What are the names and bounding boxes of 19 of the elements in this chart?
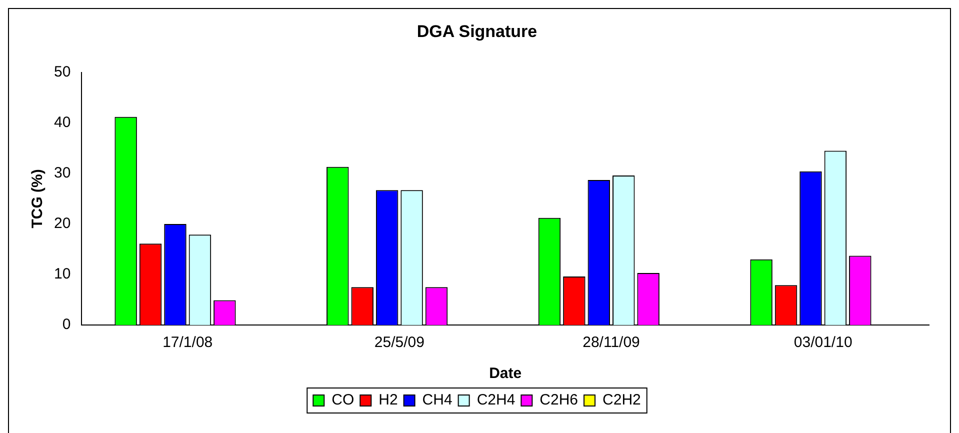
x-tick-label: 03/01/10 bbox=[794, 334, 852, 352]
legend-label: C2H2 bbox=[602, 392, 641, 409]
y-tick-label: 10 bbox=[54, 266, 71, 283]
chart-title: DGA Signature bbox=[416, 22, 538, 41]
y-axis-title: TCG (%) bbox=[29, 169, 46, 228]
y-tick-label: 0 bbox=[62, 316, 71, 334]
x-tick-label: 28/11/09 bbox=[582, 334, 640, 352]
legend-label: CH4 bbox=[422, 392, 452, 409]
legend-label: H2 bbox=[378, 392, 398, 409]
x-tick-label: 17/1/08 bbox=[162, 334, 213, 352]
y-tick-label: 50 bbox=[54, 64, 71, 81]
legend-label: C2H4 bbox=[476, 392, 516, 409]
x-tick-label: 25/5/09 bbox=[374, 334, 424, 352]
legend-label: CO bbox=[332, 392, 354, 409]
y-tick-label: 40 bbox=[54, 114, 71, 132]
y-tick-label: 20 bbox=[54, 215, 71, 232]
legend-label: C2H6 bbox=[540, 392, 578, 409]
y-tick-label: 30 bbox=[54, 164, 71, 182]
x-axis-title: Date bbox=[489, 365, 522, 382]
